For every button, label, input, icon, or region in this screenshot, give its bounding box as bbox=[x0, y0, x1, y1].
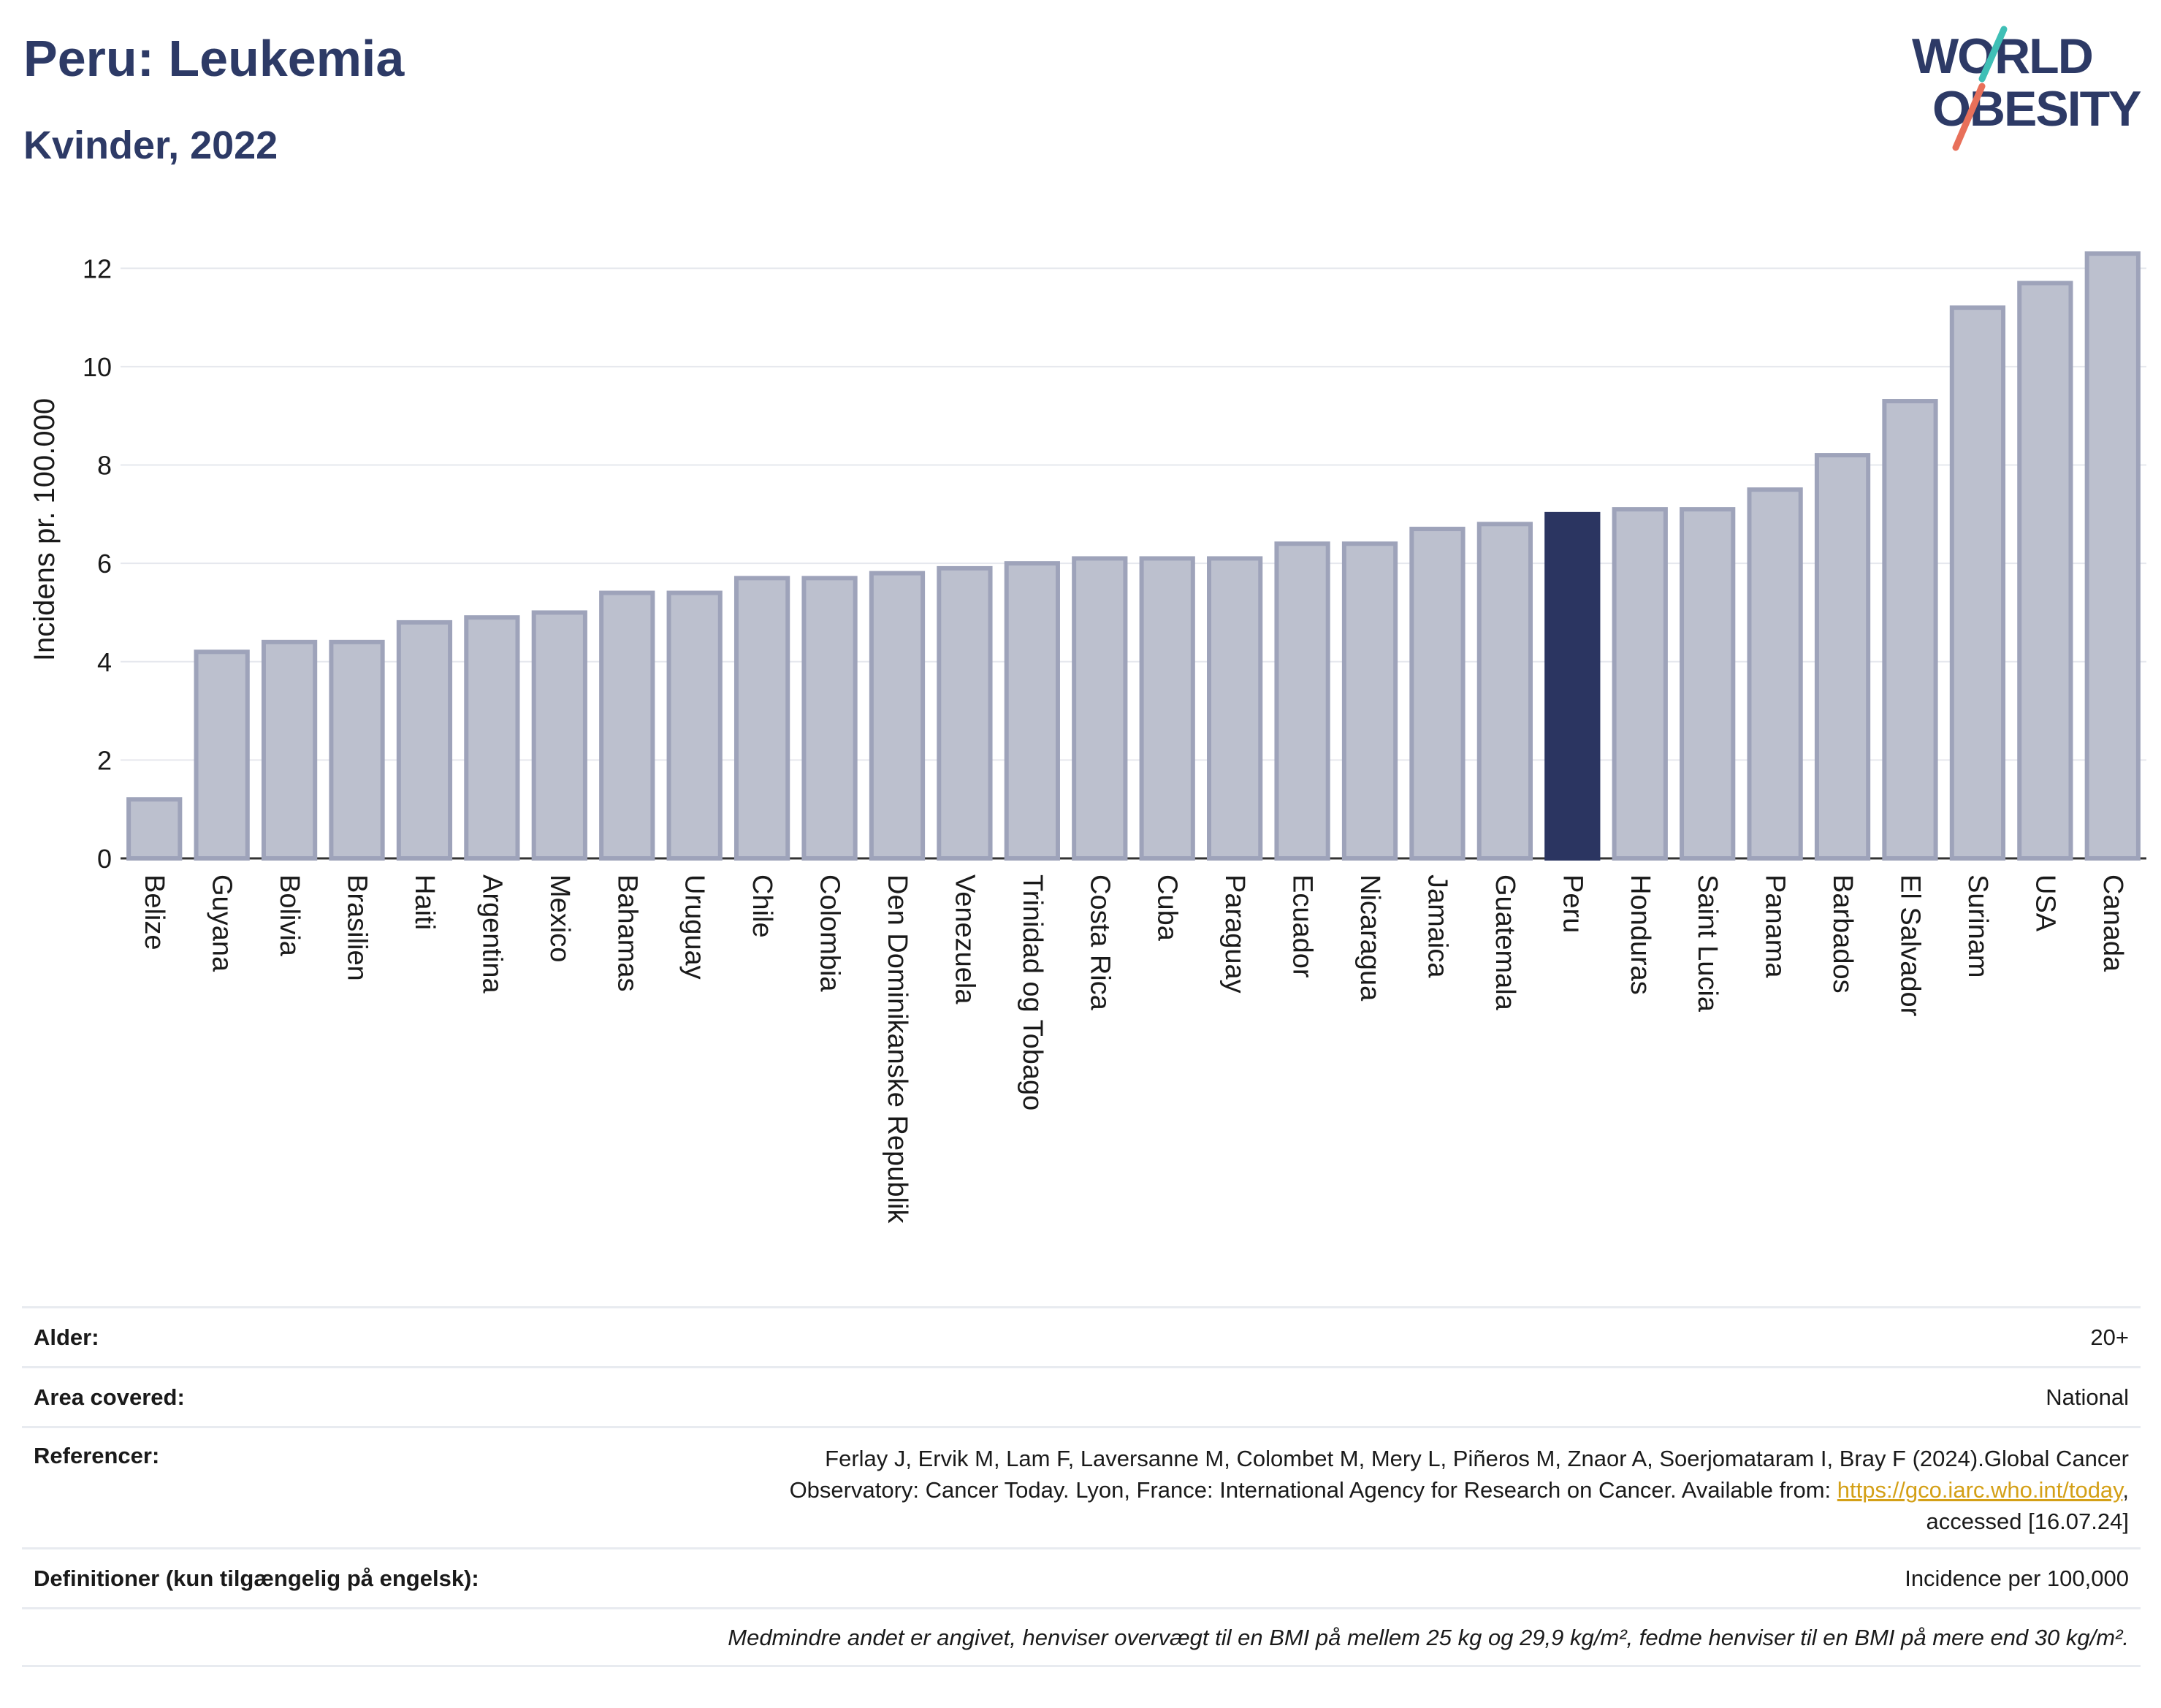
bar-guyana bbox=[194, 649, 250, 861]
definitions-label: Definitioner (kun tilgængelig på engelsk… bbox=[34, 1565, 479, 1591]
y-axis-ticks: 0 2 4 6 8 10 12 bbox=[83, 253, 112, 874]
page-title: Peru: Leukemia bbox=[23, 30, 405, 87]
gridlines bbox=[121, 267, 2146, 860]
x-tick-label: Paraguay bbox=[1219, 874, 1250, 994]
bar-trinidad-og-tobago bbox=[1004, 561, 1060, 861]
bar-venezuela bbox=[937, 565, 993, 861]
definitions-value: Incidence per 100,000 bbox=[1905, 1566, 2129, 1591]
x-tick-label: Belize bbox=[139, 874, 169, 950]
bar-chile bbox=[733, 576, 790, 861]
info-table: Alder: 20+ Area covered: National Refere… bbox=[22, 1306, 2141, 1667]
bar-peru bbox=[1544, 511, 1601, 861]
age-value: 20+ bbox=[2090, 1324, 2129, 1350]
x-tick-label: Argentina bbox=[476, 874, 507, 994]
bar-mexico bbox=[531, 610, 587, 861]
info-row-note: Medmindre andet er angivet, henviser ove… bbox=[22, 1607, 2141, 1667]
bar-belize bbox=[126, 797, 183, 861]
x-tick-label: Brasilien bbox=[342, 874, 373, 981]
info-row-references: Referencer: Ferlay J, Ervik M, Lam F, La… bbox=[22, 1426, 2141, 1547]
bar-barbados bbox=[1814, 453, 1871, 861]
references-value: Ferlay J, Ervik M, Lam F, Laversanne M, … bbox=[790, 1443, 2129, 1537]
x-tick-label: Canada bbox=[2097, 874, 2128, 972]
x-tick-label: Bolivia bbox=[274, 874, 305, 957]
bar-el-salvador bbox=[1882, 399, 1938, 861]
reference-line-1: Ferlay J, Ervik M, Lam F, Laversanne M, … bbox=[825, 1446, 2129, 1471]
y-tick-label: 0 bbox=[97, 844, 112, 874]
bar-nicaragua bbox=[1341, 541, 1398, 861]
x-tick-label: Haiti bbox=[409, 874, 440, 930]
bar-argentina bbox=[464, 615, 520, 861]
x-tick-label: Panama bbox=[1760, 874, 1791, 978]
y-tick-label: 12 bbox=[83, 253, 112, 283]
bar-paraguay bbox=[1207, 556, 1263, 861]
y-tick-label: 8 bbox=[97, 451, 112, 481]
references-label: Referencer: bbox=[34, 1443, 160, 1468]
bar-canada bbox=[2084, 251, 2141, 861]
x-tick-label: Chile bbox=[747, 874, 777, 938]
y-tick-label: 4 bbox=[97, 647, 112, 677]
bar-colombia bbox=[801, 576, 858, 861]
world-obesity-logo: WORLD OBESITY bbox=[1912, 26, 2143, 151]
bar-chart: 0 2 4 6 8 10 12 Belize Guyana Bolivia Brasilien Ha… bbox=[28, 251, 2146, 1224]
x-tick-label: Surinam bbox=[1962, 874, 1993, 978]
x-tick-label: Honduras bbox=[1625, 874, 1655, 995]
reference-link[interactable]: https://gco.iarc.who.int/today bbox=[1837, 1477, 2123, 1503]
area-label: Area covered: bbox=[34, 1384, 185, 1410]
x-tick-label: Colombia bbox=[815, 874, 845, 992]
bar-brasilien bbox=[329, 639, 385, 861]
reference-line-2-end: , bbox=[2122, 1477, 2129, 1503]
x-tick-label: El Salvador bbox=[1894, 874, 1925, 1017]
logo-slash-coral bbox=[1952, 83, 1986, 151]
bar-guatemala bbox=[1476, 522, 1533, 861]
x-tick-label: Trinidad og Tobago bbox=[1017, 874, 1048, 1110]
x-tick-label: Costa Rica bbox=[1084, 874, 1115, 1011]
bar-panama bbox=[1747, 487, 1803, 861]
x-tick-label: Barbados bbox=[1827, 874, 1858, 994]
bar-costa-rica bbox=[1072, 556, 1128, 861]
x-tick-label: Mexico bbox=[544, 874, 575, 962]
x-tick-label: Den Dominikanske Republik bbox=[882, 874, 912, 1224]
bar-jamaica bbox=[1409, 527, 1466, 861]
reference-line-3: accessed [16.07.24] bbox=[1926, 1509, 2129, 1534]
x-tick-label: Ecuador bbox=[1287, 874, 1318, 978]
x-tick-label: Venezuela bbox=[949, 874, 980, 1004]
x-axis-ticks: Belize Guyana Bolivia Brasilien Haiti Argenti… bbox=[139, 874, 2128, 1224]
bar-surinam bbox=[1949, 305, 2006, 861]
y-tick-label: 6 bbox=[97, 549, 112, 579]
bar-saint-lucia bbox=[1680, 507, 1736, 861]
bar-honduras bbox=[1612, 507, 1668, 861]
x-tick-label: Jamaica bbox=[1422, 874, 1452, 978]
area-value: National bbox=[2046, 1384, 2129, 1410]
x-tick-label: Guyana bbox=[207, 874, 237, 972]
bar-haiti bbox=[396, 619, 453, 861]
x-tick-label: Nicaragua bbox=[1354, 874, 1385, 1002]
logo-slash-teal bbox=[1978, 26, 2008, 83]
x-tick-label: Saint Lucia bbox=[1692, 874, 1723, 1013]
info-row-area: Area covered: National bbox=[22, 1366, 2141, 1426]
bar-den-dominikanske-republik bbox=[869, 571, 926, 861]
y-tick-label: 2 bbox=[97, 745, 112, 775]
reference-line-2: Observatory: Cancer Today. Lyon, France:… bbox=[789, 1477, 1837, 1503]
bar-uruguay bbox=[666, 590, 723, 861]
x-tick-label: Guatemala bbox=[1490, 874, 1520, 1011]
info-row-age: Alder: 20+ bbox=[22, 1306, 2141, 1366]
x-tick-label: Bahamas bbox=[611, 874, 642, 992]
x-tick-label: Peru bbox=[1557, 874, 1588, 933]
bar-cuba bbox=[1139, 556, 1195, 861]
x-tick-label: Uruguay bbox=[679, 874, 710, 980]
bar-ecuador bbox=[1274, 541, 1330, 861]
bar-bolivia bbox=[261, 639, 318, 861]
info-row-definitions: Definitioner (kun tilgængelig på engelsk… bbox=[22, 1547, 2141, 1607]
y-tick-label: 10 bbox=[83, 352, 112, 382]
y-axis-label: Incidens pr. 100.000 bbox=[28, 398, 61, 661]
bar-usa bbox=[2017, 281, 2073, 861]
bars bbox=[126, 251, 2141, 861]
bmi-note: Medmindre andet er angivet, henviser ove… bbox=[728, 1624, 2129, 1650]
x-tick-label: Cuba bbox=[1152, 874, 1183, 942]
page-subtitle: Kvinder, 2022 bbox=[23, 123, 278, 167]
x-tick-label: USA bbox=[2029, 874, 2060, 932]
bar-bahamas bbox=[599, 590, 655, 861]
age-label: Alder: bbox=[34, 1324, 99, 1350]
